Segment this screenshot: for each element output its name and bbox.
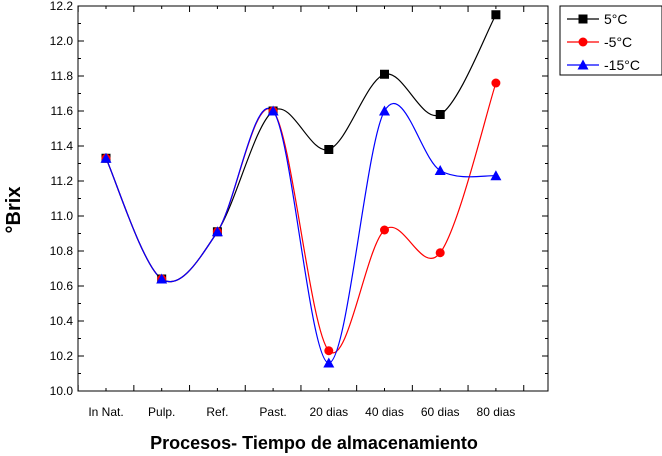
y-tick-label: 10.2: [50, 349, 74, 363]
series-line-2: [105, 102, 496, 364]
y-axis: 10.0 10.2 10.4 10.6 10.8 11.0 11.2 11.4 11.6 11.8…: [50, 0, 548, 398]
legend: 5°C -5°C -15°C: [559, 5, 662, 76]
y-tick-label: 11.6: [51, 104, 74, 118]
x-tick-label: 20 dias: [309, 405, 348, 419]
y-tick-label: 12.2: [50, 0, 74, 13]
series-layer: [100, 10, 502, 368]
data-point-2-6: [434, 165, 446, 175]
data-point-2-4: [323, 357, 335, 368]
legend-label-0: 5°C: [604, 11, 628, 27]
data-point-0-5: [380, 69, 389, 79]
y-tick-label: 10.6: [50, 279, 74, 293]
x-tick-label: Pulp.: [148, 405, 175, 419]
data-point-2-5: [379, 105, 390, 116]
y-tick-label: 11.0: [51, 209, 74, 223]
data-point-1-6: [435, 248, 445, 258]
data-point-2-1: [156, 273, 168, 284]
data-point-2-7: [490, 170, 502, 181]
y-tick-label: 11.2: [51, 174, 74, 188]
data-point-2-0: [100, 152, 112, 163]
x-tick-label: 80 dias: [477, 405, 516, 419]
legend-marker-1: [578, 37, 588, 47]
data-point-0-6: [435, 110, 445, 119]
x-tick-label: Past.: [259, 405, 286, 419]
y-axis-title: °Brix: [3, 187, 25, 234]
series-line-1: [105, 82, 497, 354]
x-tick-label: 40 dias: [365, 405, 404, 419]
y-tick-label: 12.0: [50, 34, 74, 48]
x-tick-label: 60 dias: [421, 405, 460, 419]
legend-box: [559, 5, 662, 76]
x-axis: In Nat. Pulp. Ref. Past. 20 dias 40 dias 60 di…: [77, 6, 525, 419]
y-tick-label: 10.4: [50, 314, 74, 328]
legend-marker-2: [577, 59, 589, 70]
data-point-0-7: [491, 10, 501, 20]
x-axis-title: Procesos- Tiempo de almacenamiento: [150, 433, 478, 453]
y-tick-label: 11.8: [51, 69, 74, 83]
x-tick-label: In Nat.: [88, 405, 123, 419]
data-point-1-5: [380, 225, 389, 235]
legend-label-2: -15°C: [604, 57, 640, 73]
y-tick-label: 10.8: [50, 244, 74, 258]
legend-marker-0: [578, 14, 588, 24]
data-point-2-3: [267, 105, 279, 116]
data-point-0-4: [324, 145, 334, 154]
plot-frame: [77, 5, 549, 392]
y-tick-label: 10.0: [50, 384, 74, 398]
data-point-1-7: [491, 78, 501, 88]
x-tick-label: Ref.: [206, 405, 228, 419]
data-point-1-4: [324, 346, 334, 356]
legend-label-1: -5°C: [604, 34, 632, 50]
y-tick-label: 11.4: [51, 139, 74, 153]
data-point-2-2: [211, 226, 223, 237]
